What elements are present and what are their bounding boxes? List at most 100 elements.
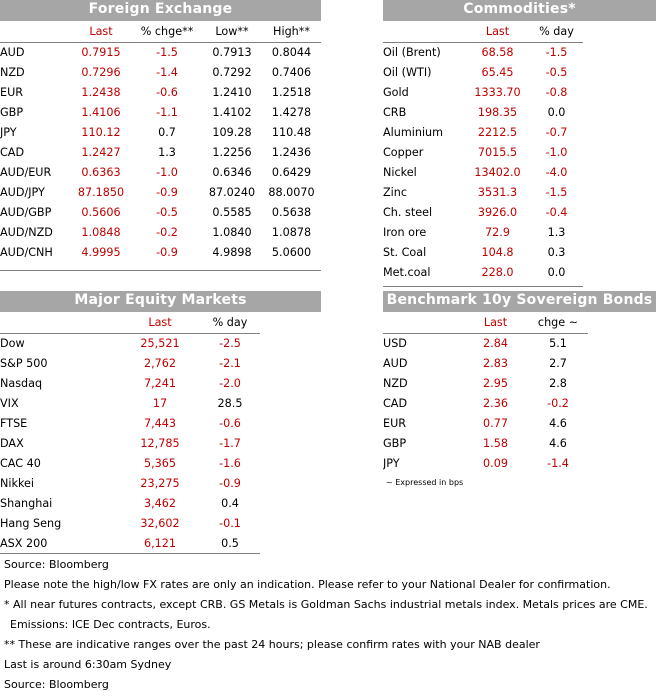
fx-row: JPY 110.12 0.7 109.28 110.48	[0, 123, 321, 143]
equity-title: Major Equity Markets	[0, 291, 321, 312]
commodities-cell: 198.35	[477, 106, 518, 119]
equity-cell: 17	[152, 397, 168, 410]
fx-row: AUD/GBP 0.5606 -0.5 0.5585 0.5638	[0, 203, 321, 223]
commodities-row-label: Ch. steel	[383, 206, 433, 219]
bonds-cell: 2.83	[483, 357, 508, 370]
bonds-footnote: ~ Expressed in bps	[386, 478, 464, 487]
equity-row: Shanghai 3,462 0.4	[0, 494, 260, 514]
fx-cell: 1.2427	[81, 146, 121, 159]
equity-row-label: Hang Seng	[0, 517, 62, 530]
equity-row-label: Dow	[0, 337, 25, 350]
commodities-cell: -1.5	[545, 186, 568, 199]
bonds-cell: 2.7	[549, 357, 567, 370]
fx-cell: 0.7296	[81, 66, 121, 79]
bonds-row: EUR 0.77 4.6	[383, 414, 588, 434]
fx-cell: 1.2410	[212, 86, 252, 99]
fx-col-high: High**	[273, 25, 310, 38]
commodities-panel: Commodities* Last % day Oil (Brent) 68.58…	[383, 0, 656, 283]
bonds-row-label: AUD	[383, 357, 408, 370]
note-last: Last is around 6:30am Sydney	[4, 658, 172, 671]
fx-row-label: JPY	[0, 126, 17, 139]
fx-row: AUD 0.7915 -1.5 0.7913 0.8044	[0, 43, 321, 64]
fx-row-label: CAD	[0, 146, 25, 159]
commodities-cell: -0.8	[545, 86, 568, 99]
commodities-row: Nickel 13402.0 -4.0	[383, 163, 583, 183]
commodities-row-label: Oil (Brent)	[383, 46, 441, 59]
bonds-cell: 2.36	[483, 397, 508, 410]
commodities-col-last: Last	[485, 25, 510, 38]
fx-row-label: AUD/JPY	[0, 186, 45, 199]
equity-cell: 7,241	[143, 377, 177, 390]
equity-row: Hang Seng 32,602 -0.1	[0, 514, 260, 534]
fx-cell: -1.5	[156, 46, 178, 59]
bonds-cell: -0.2	[547, 397, 569, 410]
note-hilo: Please note the high/low FX rates are on…	[4, 578, 611, 591]
fx-cell: 1.0878	[271, 226, 312, 239]
equity-row-label: CAC 40	[0, 457, 41, 470]
fx-cell: -0.5	[156, 206, 178, 219]
fx-row-label: EUR	[0, 86, 24, 99]
fx-cell: -0.2	[156, 226, 178, 239]
commodities-row: CRB 198.35 0.0	[383, 103, 583, 123]
fx-rows: AUD 0.7915 -1.5 0.7913 0.8044 NZD 0.7296 -1.4 0.…	[0, 43, 321, 264]
commodities-row: Aluminium 2212.5 -0.7	[383, 123, 583, 143]
commodities-row: Copper 7015.5 -1.0	[383, 143, 583, 163]
equity-cell: -1.6	[219, 457, 241, 470]
bonds-row: GBP 1.58 4.6	[383, 434, 588, 454]
equity-row-label: FTSE	[0, 417, 28, 430]
fx-row: EUR 1.2438 -0.6 1.2410 1.2518	[0, 83, 321, 103]
bonds-cell: 4.6	[549, 437, 567, 450]
bonds-rows: USD 2.84 5.1 AUD 2.83 2.7 NZD 2.95 2.8 CAD 2.36 -0.…	[383, 334, 588, 475]
fx-panel: Foreign Exchange Last % chge** Low** Hig…	[0, 0, 321, 263]
fx-cell: 0.5606	[81, 206, 121, 219]
fx-col-low: Low**	[215, 25, 249, 38]
fx-cell: 1.2256	[212, 146, 252, 159]
commodities-cell: 228.0	[481, 266, 514, 279]
commodities-row-label: Iron ore	[383, 226, 427, 239]
bonds-row-label: EUR	[383, 417, 407, 430]
note-futures: * All near futures contracts, except CRB…	[4, 598, 648, 611]
equity-cell: -2.1	[219, 357, 241, 370]
commodities-title: Commodities*	[383, 0, 656, 21]
commodities-cell: 68.58	[481, 46, 514, 59]
fx-cell: 1.2438	[81, 86, 121, 99]
fx-header-row: Last % chge** Low** High**	[0, 21, 321, 43]
equity-cell: -2.5	[219, 337, 241, 350]
equity-cell: -0.1	[219, 517, 241, 530]
commodities-row: St. Coal 104.8 0.3	[383, 243, 583, 263]
bonds-col-name	[383, 312, 463, 334]
commodities-row: Oil (Brent) 68.58 -1.5	[383, 43, 583, 64]
commodities-row-label: Copper	[383, 146, 424, 159]
commodities-cell: 0.0	[547, 106, 566, 119]
fx-cell: 1.3	[158, 146, 176, 159]
fx-cell: 0.6429	[271, 166, 312, 179]
fx-cell: 5.0600	[271, 246, 312, 259]
bonds-row-label: NZD	[383, 377, 408, 390]
fx-cell: 1.4278	[271, 106, 312, 119]
fx-cell: 0.7913	[212, 46, 252, 59]
fx-title: Foreign Exchange	[0, 0, 321, 21]
bonds-row: CAD 2.36 -0.2	[383, 394, 588, 414]
commodities-cell: 0.0	[547, 266, 566, 279]
commodities-cell: 65.45	[481, 66, 514, 79]
fx-cell: -0.9	[156, 186, 178, 199]
equity-table: Last % day Dow 25,521 -2.5 S&P 500 2,762 -2.1…	[0, 312, 260, 554]
fx-col-last: Last	[89, 25, 113, 38]
commodities-cell: 1.3	[547, 226, 566, 239]
equity-cell: -2.0	[219, 377, 241, 390]
fx-row: NZD 0.7296 -1.4 0.7292 0.7406	[0, 63, 321, 83]
fx-cell: 0.6346	[212, 166, 252, 179]
fx-table: Last % chge** Low** High** AUD 0.7915 -1.5…	[0, 21, 321, 263]
note-source-2: Source: Bloomberg	[4, 678, 109, 691]
commodities-row: Oil (WTI) 65.45 -0.5	[383, 63, 583, 83]
commodities-rows: Oil (Brent) 68.58 -1.5 Oil (WTI) 65.45 -0.5 Go…	[383, 43, 583, 284]
equity-row: Nikkei 23,275 -0.9	[0, 474, 260, 494]
equity-col-name	[0, 312, 120, 334]
equity-row: Nasdaq 7,241 -2.0	[0, 374, 260, 394]
commodities-cell: -0.4	[545, 206, 568, 219]
fx-row-label: AUD/EUR	[0, 166, 52, 179]
fx-row: AUD/CNH 4.9995 -0.9 4.9898 5.0600	[0, 243, 321, 263]
equity-row: S&P 500 2,762 -2.1	[0, 354, 260, 374]
fx-cell: 109.28	[212, 126, 252, 139]
equity-row-label: VIX	[0, 397, 19, 410]
